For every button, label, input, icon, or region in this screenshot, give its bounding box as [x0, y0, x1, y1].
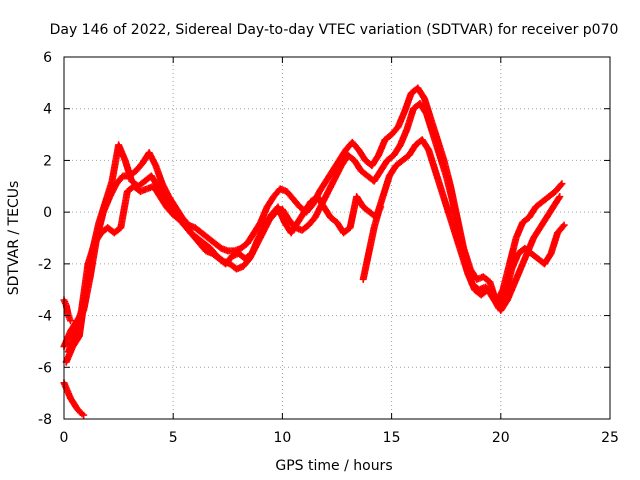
- y-tick-label: 2: [43, 153, 52, 169]
- y-tick-label: 0: [43, 205, 52, 221]
- y-tick-label: -4: [38, 309, 52, 325]
- data-point-trace-b: [559, 222, 567, 230]
- chart-title: Day 146 of 2022, Sidereal Day-to-day VTE…: [50, 22, 619, 38]
- data-point-trace-c: [555, 194, 563, 202]
- x-tick-label: 15: [383, 430, 401, 446]
- data-point-trace-a: [558, 180, 566, 188]
- data-point-trace-a: [557, 181, 565, 189]
- x-tick-label: 20: [492, 430, 510, 446]
- x-tick-label: 0: [60, 430, 69, 446]
- x-tick-label: 10: [273, 430, 291, 446]
- grid-lines: [64, 57, 610, 419]
- y-tick-label: 4: [43, 102, 52, 118]
- data-point-trace-f: [377, 203, 385, 211]
- data-points: [60, 84, 568, 419]
- data-point-trace-c: [556, 193, 564, 201]
- y-tick-label: -8: [38, 412, 52, 428]
- y-tick-label: -6: [38, 360, 52, 376]
- x-axis-label: GPS time / hours: [275, 458, 392, 474]
- y-tick-label: 6: [43, 50, 52, 66]
- y-tick-label: -2: [38, 257, 52, 273]
- y-axis-label: SDTVAR / TECUs: [6, 181, 22, 296]
- data-point-trace-e: [67, 317, 75, 325]
- axis-ticks: 0 5 10 15 20 25 -8 -6 -4 -2 0 2 4 6: [38, 50, 619, 446]
- data-point-trace-d: [80, 411, 88, 419]
- data-point-trace-b: [560, 221, 568, 229]
- x-tick-label: 25: [601, 430, 619, 446]
- x-tick-label: 5: [169, 430, 178, 446]
- plot-frame: [63, 56, 611, 420]
